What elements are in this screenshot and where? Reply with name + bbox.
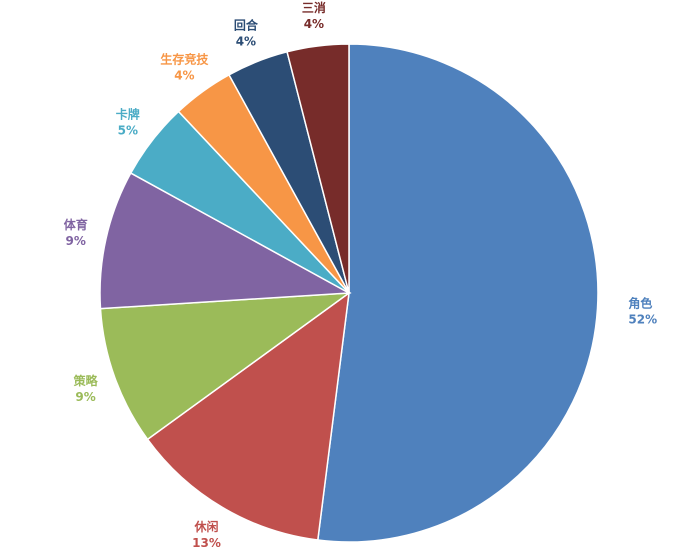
slice-label-2: 策略 — [74, 373, 99, 388]
slice-label-7: 三消 — [302, 0, 326, 15]
pie-slice-7 — [286, 43, 350, 294]
slice-label-4: 卡牌 — [116, 106, 140, 121]
pie-slice-3 — [99, 172, 352, 310]
slice-value-label-4: 5% — [118, 123, 138, 137]
pie-slices — [99, 43, 599, 543]
slice-label-0: 角色 — [628, 296, 652, 311]
pie-slice-2 — [99, 292, 352, 441]
slice-label-1: 休闲 — [193, 519, 218, 534]
slice-label-5: 生存竞技 — [160, 52, 209, 67]
slice-label-3: 体育 — [64, 217, 88, 232]
pie-labels: 角色 52% 休闲 13% 策略 9% 体育 9% 卡牌 5% 生存竞技 4% 回合 4% 三消 4% — [64, 0, 657, 550]
slice-value-label-1: 13% — [192, 536, 221, 550]
slice-value-label-2: 9% — [75, 390, 95, 404]
slice-value-label-6: 4% — [236, 35, 256, 49]
pie-slice-1 — [146, 291, 350, 541]
slice-value-label-0: 52% — [628, 313, 657, 327]
slice-value-label-7: 4% — [304, 17, 324, 31]
slice-value-label-3: 9% — [66, 234, 86, 248]
slice-value-label-5: 4% — [174, 69, 194, 83]
slice-label-6: 回合 — [234, 18, 259, 33]
pie-slice-0 — [316, 43, 599, 543]
